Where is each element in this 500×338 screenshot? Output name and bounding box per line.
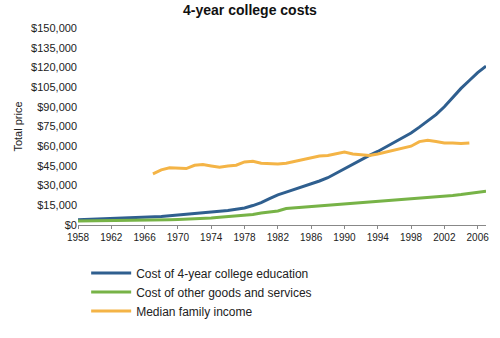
svg-text:$120,000: $120,000	[31, 61, 77, 73]
svg-text:2006: 2006	[467, 232, 490, 243]
svg-text:$15,000: $15,000	[37, 199, 77, 211]
svg-text:1970: 1970	[167, 232, 190, 243]
svg-text:$60,000: $60,000	[37, 140, 77, 152]
svg-text:1966: 1966	[133, 232, 156, 243]
svg-text:$75,000: $75,000	[37, 120, 77, 132]
svg-text:1998: 1998	[400, 232, 423, 243]
svg-text:$45,000: $45,000	[37, 160, 77, 172]
svg-text:Median family income: Median family income	[136, 305, 252, 319]
svg-text:1958: 1958	[67, 232, 90, 243]
svg-text:$105,000: $105,000	[31, 81, 77, 93]
svg-text:1990: 1990	[333, 232, 356, 243]
svg-text:$150,000: $150,000	[31, 22, 77, 34]
svg-text:2002: 2002	[433, 232, 456, 243]
svg-text:1978: 1978	[233, 232, 256, 243]
svg-text:1962: 1962	[100, 232, 123, 243]
svg-text:$0: $0	[65, 219, 77, 231]
svg-text:Total price: Total price	[12, 101, 24, 151]
svg-text:$90,000: $90,000	[37, 101, 77, 113]
svg-text:1982: 1982	[267, 232, 290, 243]
svg-text:1994: 1994	[367, 232, 390, 243]
svg-text:4-year college costs: 4-year college costs	[183, 2, 317, 18]
svg-text:1974: 1974	[200, 232, 223, 243]
svg-text:$135,000: $135,000	[31, 42, 77, 54]
svg-text:Cost of 4-year college educati: Cost of 4-year college education	[136, 267, 308, 281]
svg-text:Cost of other goods and servic: Cost of other goods and services	[136, 286, 311, 300]
svg-text:1986: 1986	[300, 232, 323, 243]
svg-text:$30,000: $30,000	[37, 179, 77, 191]
